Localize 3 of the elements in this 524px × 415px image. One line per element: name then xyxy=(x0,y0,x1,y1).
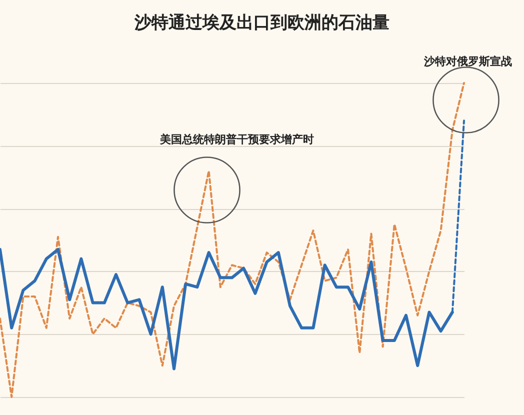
text: 沙特对俄罗斯宣战 xyxy=(423,55,512,68)
chart-title: 沙特通过埃及出口到欧洲的石油量 xyxy=(134,13,390,33)
annotation: 美国总统特朗普干预要求增产时 xyxy=(159,133,314,146)
